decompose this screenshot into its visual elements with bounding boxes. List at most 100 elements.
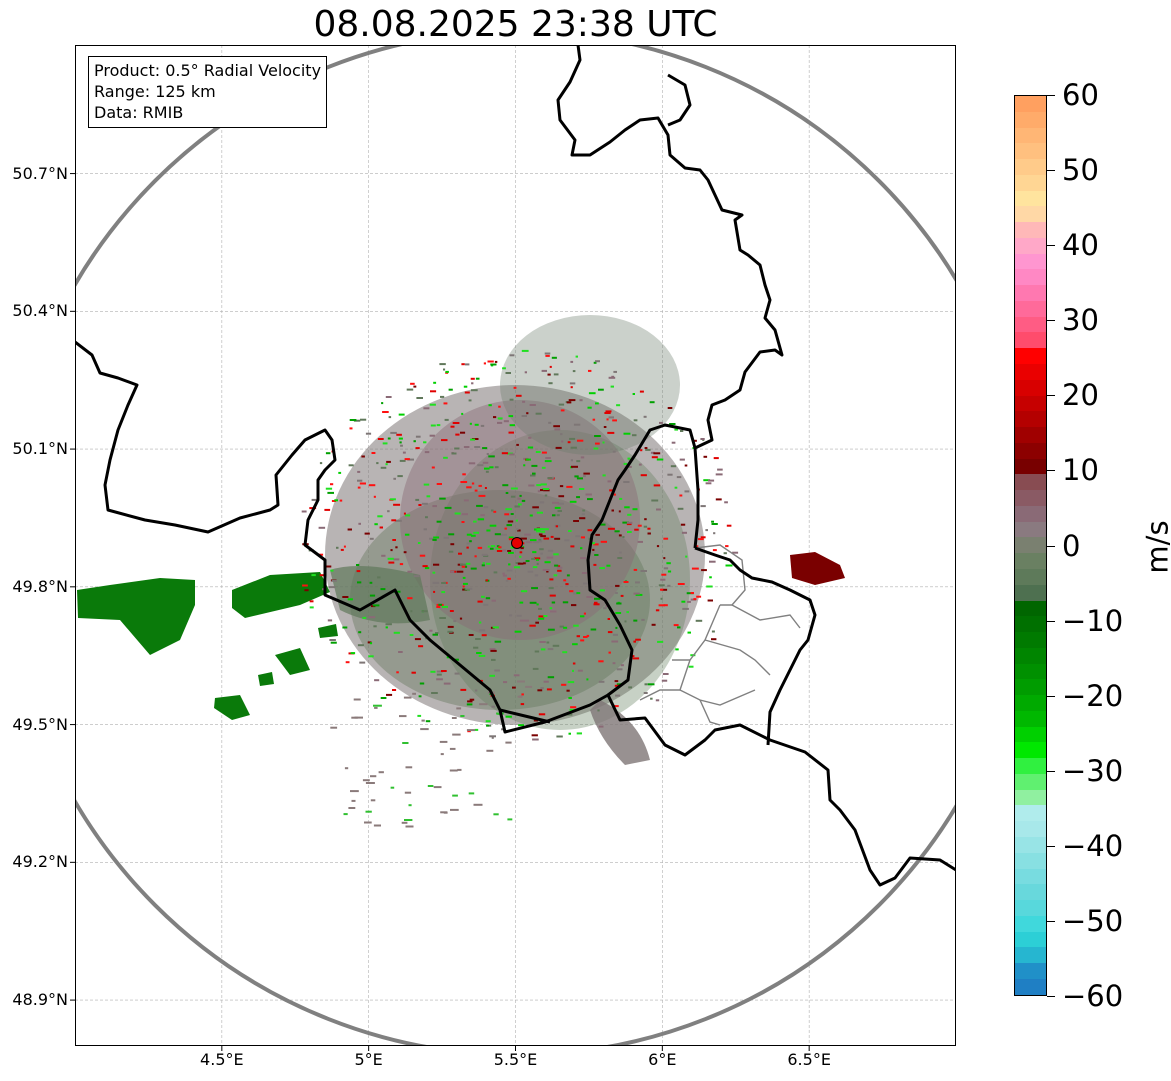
echo-pixel: [639, 390, 644, 393]
echo-pixel: [497, 421, 503, 424]
echo-pixel: [540, 489, 543, 492]
echo-pixel: [521, 415, 527, 417]
echo-pixel: [486, 562, 491, 565]
echo-pixel: [632, 655, 635, 658]
echo-pixel: [426, 495, 431, 498]
echo-pixel: [544, 494, 548, 497]
echo-pixel: [423, 483, 430, 486]
echo-pixel: [304, 589, 309, 592]
lon-tick-label: 5.5°E: [493, 1050, 538, 1069]
colorbar-tick-label: 60: [1062, 78, 1099, 112]
echo-pixel: [481, 634, 487, 637]
lon-tick-label: 4.5°E: [200, 1050, 244, 1069]
echo-pixel: [576, 732, 582, 735]
echo-pixel: [641, 618, 645, 621]
echo-pixel: [589, 542, 595, 545]
echo-pixel: [477, 546, 483, 549]
echo-pixel: [440, 395, 445, 398]
echo-pixel: [377, 576, 381, 579]
echo-pixel: [554, 506, 561, 509]
echo-pixel: [679, 458, 685, 461]
colorbar-tick-mark: [1047, 695, 1055, 697]
echo-pixel: [395, 519, 402, 522]
echo-pixel: [618, 534, 622, 537]
echo-pixel: [480, 514, 485, 517]
colorbar-segment: [1015, 789, 1046, 806]
echo-pixel: [586, 634, 590, 637]
echo-pixel: [469, 422, 472, 425]
echo-pixel: [558, 403, 565, 406]
colorbar-segment: [1015, 836, 1046, 853]
echo-pixel: [493, 571, 498, 574]
echo-pixel: [350, 652, 356, 655]
colorbar-segment: [1015, 237, 1046, 254]
echo-pixel: [400, 444, 403, 447]
echo-pixel: [566, 574, 570, 577]
echo-pixel: [487, 545, 490, 548]
echo-pixel: [387, 510, 390, 513]
echo-pixel: [550, 610, 557, 613]
echo-pixel: [468, 792, 475, 795]
echo-pixel: [436, 606, 441, 608]
echo-pixel: [607, 631, 613, 634]
echo-pixel: [703, 479, 711, 482]
echo-pixel: [529, 404, 536, 406]
echo-pixel: [644, 683, 648, 686]
echo-pixel: [635, 581, 640, 584]
colorbar-segment: [1015, 316, 1046, 333]
echo-pixel: [398, 413, 405, 416]
echo-pixel: [521, 693, 524, 696]
echo-pixel: [528, 436, 532, 439]
echo-pixel: [489, 735, 496, 738]
echo-pixel: [540, 535, 546, 538]
echo-pixel: [527, 446, 534, 449]
echo-pixel: [404, 819, 413, 821]
echo-pixel: [353, 698, 361, 701]
info-range: Range: 125 km: [94, 82, 216, 101]
echo-pixel: [663, 557, 666, 560]
echo-pixel: [358, 631, 362, 634]
colorbar-tick-label: 20: [1062, 378, 1099, 413]
echo-pixel: [580, 639, 585, 642]
echo-pixel: [512, 686, 516, 689]
echo-pixel: [593, 543, 599, 546]
echo-pixel: [494, 640, 502, 643]
echo-pixel: [561, 440, 564, 443]
colorbar-segment: [1015, 490, 1046, 506]
echo-pixel: [611, 640, 619, 643]
echo-pixel: [599, 567, 605, 570]
echo-pixel: [392, 539, 396, 541]
echo-pixel: [536, 530, 542, 533]
echo-pixel: [370, 799, 376, 802]
echo-pixel: [637, 540, 643, 543]
echo-pixel: [485, 470, 489, 473]
echo-pixel: [477, 600, 483, 603]
echo-pixel: [643, 415, 647, 418]
echo-pixel: [696, 595, 702, 598]
echo-pixel: [580, 547, 583, 550]
echo-pixel: [572, 370, 576, 373]
echo-pixel: [471, 534, 476, 537]
echo-pixel: [419, 554, 426, 557]
info-data-source: Data: RMIB: [94, 103, 184, 122]
echo-pixel: [536, 558, 539, 561]
lat-tick-label: 49.5°N: [12, 714, 68, 734]
echo-pixel: [365, 810, 372, 813]
echo-pixel: [417, 542, 421, 544]
colorbar-tick-mark: [1047, 920, 1055, 922]
echo-pixel: [543, 489, 550, 492]
echo-pixel: [576, 460, 581, 463]
colorbar-segment: [1015, 537, 1046, 554]
echo-pixel: [619, 497, 623, 500]
echo-pixel: [452, 422, 460, 424]
echo-pixel: [488, 455, 495, 458]
echo-pixel: [518, 503, 522, 506]
echo-pixel: [413, 385, 417, 388]
echo-pixel: [509, 424, 515, 427]
echo-pixel: [555, 525, 558, 528]
echo-pixel: [470, 377, 475, 380]
echo-pixel: [518, 724, 525, 727]
echo-pixel: [620, 664, 624, 667]
echo-pixel: [469, 698, 475, 701]
echo-pixel: [473, 531, 480, 534]
